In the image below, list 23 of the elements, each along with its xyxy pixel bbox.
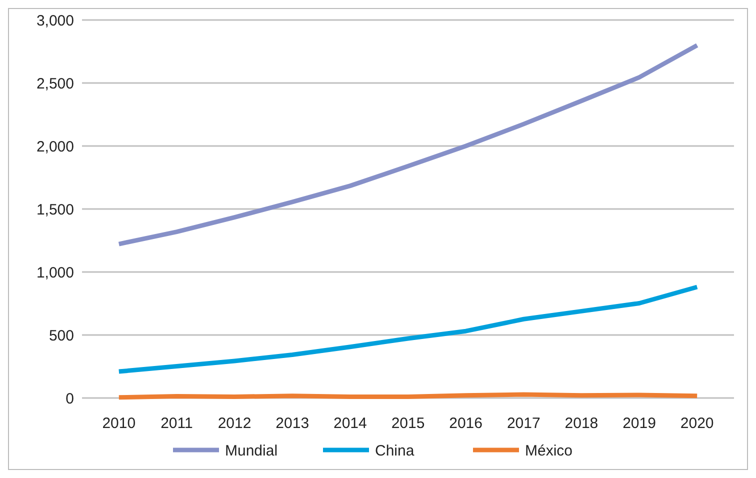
x-tick-label: 2011 [160,415,193,432]
y-tick-label: 1,000 [36,264,74,282]
legend-label: Mundial [225,442,278,460]
x-tick-label: 2017 [506,415,540,432]
y-tick-label: 2,000 [36,138,74,156]
y-tick-label: 3,000 [36,12,74,30]
x-tick-label: 2013 [276,415,310,432]
x-tick-label: 2020 [680,415,714,432]
line-series [116,284,700,374]
legend-label: México [525,442,573,460]
x-tick-label: 2010 [102,415,136,432]
y-tick-label: 500 [48,327,74,344]
x-tick-label: 2014 [333,415,367,432]
legend-label: China [375,442,415,460]
y-tick-label: 2,500 [36,75,74,92]
x-tick-label: 2012 [218,415,252,432]
x-tick-label: 2016 [449,415,483,432]
y-tick-label: 1,500 [36,201,74,218]
x-tick-label: 2015 [391,415,425,432]
y-tick-label: 0 [66,390,74,408]
x-tick-label: 2018 [564,415,598,432]
line-series [116,43,700,246]
x-tick-label: 2019 [622,415,656,432]
